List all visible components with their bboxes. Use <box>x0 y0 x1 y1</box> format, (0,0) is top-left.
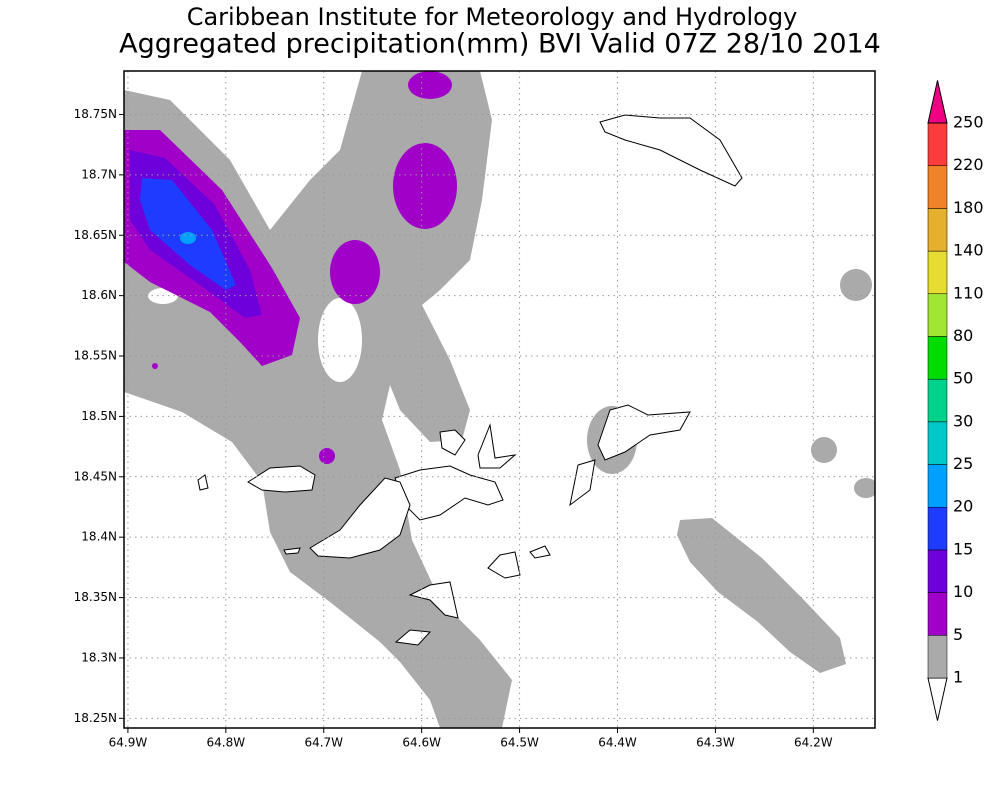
x-tick-label: 64.3W <box>696 736 735 750</box>
colorbar-label: 1 <box>953 668 963 687</box>
colorbar-label: 250 <box>953 113 984 132</box>
island <box>309 477 411 559</box>
y-tick-label: 18.75N <box>74 107 117 121</box>
y-tick-label: 18.7N <box>81 167 117 181</box>
island <box>597 404 691 461</box>
colorbar-label: 10 <box>953 582 973 601</box>
axes: 64.9W 64.8W 64.7W 64.6W 64.5W 64.4W 64.3W 64.2W… <box>74 107 833 750</box>
precip-5-10 <box>330 240 380 304</box>
x-tick-label: 64.7W <box>304 736 343 750</box>
map-field <box>124 71 875 728</box>
dry-hole <box>318 298 362 382</box>
island <box>247 465 316 493</box>
subtitle: Aggregated precipitation(mm) BVI Valid 0… <box>119 29 881 60</box>
colorbar-label: 220 <box>953 155 984 174</box>
colorbar-bin <box>927 336 948 380</box>
y-tick-label: 18.3N <box>81 650 117 664</box>
colorbar-label: 110 <box>953 283 984 302</box>
colorbar-bin <box>927 592 948 636</box>
y-tick-label: 18.45N <box>74 469 117 483</box>
y-tick-label: 18.55N <box>74 349 117 363</box>
plot-frame <box>123 70 876 729</box>
colorbar-label: 80 <box>953 326 973 345</box>
colorbar-bin <box>927 549 948 593</box>
precip-1-5 <box>811 437 837 463</box>
x-tick-label: 64.8W <box>207 736 246 750</box>
colorbar-label: 15 <box>953 539 973 558</box>
y-tick-label: 18.35N <box>74 590 117 604</box>
colorbar-bin <box>927 635 948 679</box>
colorbar-bin <box>927 293 948 337</box>
precip-20-25 <box>180 232 196 244</box>
precip-1-5 <box>677 518 846 673</box>
x-tick-label: 64.5W <box>500 736 539 750</box>
colorbar-label: 30 <box>953 411 973 430</box>
y-tick-label: 18.25N <box>74 711 117 725</box>
x-tick-label: 64.6W <box>402 736 441 750</box>
island <box>283 547 301 555</box>
island <box>439 429 466 456</box>
colorbar-bin <box>927 165 948 209</box>
x-tick-label: 64.4W <box>598 736 637 750</box>
colorbar-bin <box>927 122 948 166</box>
colorbar-bin <box>927 208 948 252</box>
precip-5-10 <box>319 448 335 464</box>
colorbar-label: 50 <box>953 369 973 388</box>
colorbar-bin <box>927 250 948 295</box>
colorbar-label: 20 <box>953 497 973 516</box>
colorbar-label: 5 <box>953 625 963 644</box>
island <box>569 459 596 507</box>
x-tick-label: 64.2W <box>794 736 833 750</box>
colorbar-bin <box>927 378 948 423</box>
y-tick-label: 18.4N <box>81 530 117 544</box>
x-tick-label: 64.9W <box>109 736 148 750</box>
island <box>487 551 521 579</box>
island <box>197 474 209 491</box>
island <box>394 629 432 646</box>
island <box>529 545 551 559</box>
island <box>477 423 517 469</box>
island <box>408 581 459 619</box>
colorbar-label: 140 <box>953 241 984 260</box>
precip-5-10 <box>408 71 452 99</box>
precip-1-5 <box>840 269 872 301</box>
colorbar-label: 25 <box>953 454 973 473</box>
island <box>599 114 743 187</box>
title: Caribbean Institute for Meteorology and … <box>187 3 798 31</box>
precip-5-10 <box>152 363 158 369</box>
colorbar-over <box>927 80 948 124</box>
colorbar-label: 180 <box>953 198 984 217</box>
y-tick-label: 18.5N <box>81 409 117 423</box>
y-tick-label: 18.65N <box>74 228 117 242</box>
colorbar-bin <box>927 464 948 508</box>
colorbar-bin <box>927 421 948 465</box>
precip-1-5 <box>854 478 875 498</box>
colorbar-bin <box>927 506 948 551</box>
y-tick-label: 18.6N <box>81 288 117 302</box>
precip-5-10 <box>393 143 457 229</box>
